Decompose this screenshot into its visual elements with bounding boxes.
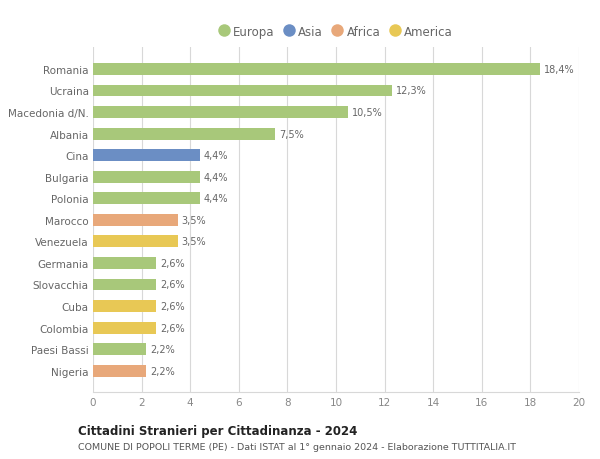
Text: 10,5%: 10,5% [352, 108, 383, 118]
Text: 2,6%: 2,6% [160, 258, 184, 269]
Bar [93, 279, 156, 291]
Legend: Europa, Asia, Africa, America: Europa, Asia, Africa, America [217, 23, 455, 41]
Bar [93, 257, 156, 269]
Text: 2,2%: 2,2% [150, 366, 175, 376]
Text: 3,5%: 3,5% [182, 215, 206, 225]
Text: 2,6%: 2,6% [160, 323, 184, 333]
Bar [93, 236, 178, 248]
Bar [93, 129, 275, 140]
Bar [93, 193, 200, 205]
Bar [93, 214, 178, 226]
Text: Cittadini Stranieri per Cittadinanza - 2024: Cittadini Stranieri per Cittadinanza - 2… [78, 424, 358, 437]
Bar [93, 85, 392, 97]
Bar [93, 64, 540, 76]
Bar [93, 343, 146, 355]
Text: 4,4%: 4,4% [203, 172, 228, 182]
Bar [93, 322, 156, 334]
Text: COMUNE DI POPOLI TERME (PE) - Dati ISTAT al 1° gennaio 2024 - Elaborazione TUTTI: COMUNE DI POPOLI TERME (PE) - Dati ISTAT… [78, 442, 516, 451]
Text: 4,4%: 4,4% [203, 194, 228, 204]
Bar [93, 171, 200, 183]
Bar [93, 107, 348, 119]
Bar [93, 365, 146, 377]
Bar [93, 301, 156, 312]
Text: 18,4%: 18,4% [544, 65, 574, 75]
Text: 3,5%: 3,5% [182, 237, 206, 247]
Text: 4,4%: 4,4% [203, 151, 228, 161]
Bar [93, 150, 200, 162]
Text: 12,3%: 12,3% [395, 86, 426, 96]
Text: 2,6%: 2,6% [160, 302, 184, 311]
Text: 2,6%: 2,6% [160, 280, 184, 290]
Text: 2,2%: 2,2% [150, 344, 175, 354]
Text: 7,5%: 7,5% [279, 129, 304, 139]
